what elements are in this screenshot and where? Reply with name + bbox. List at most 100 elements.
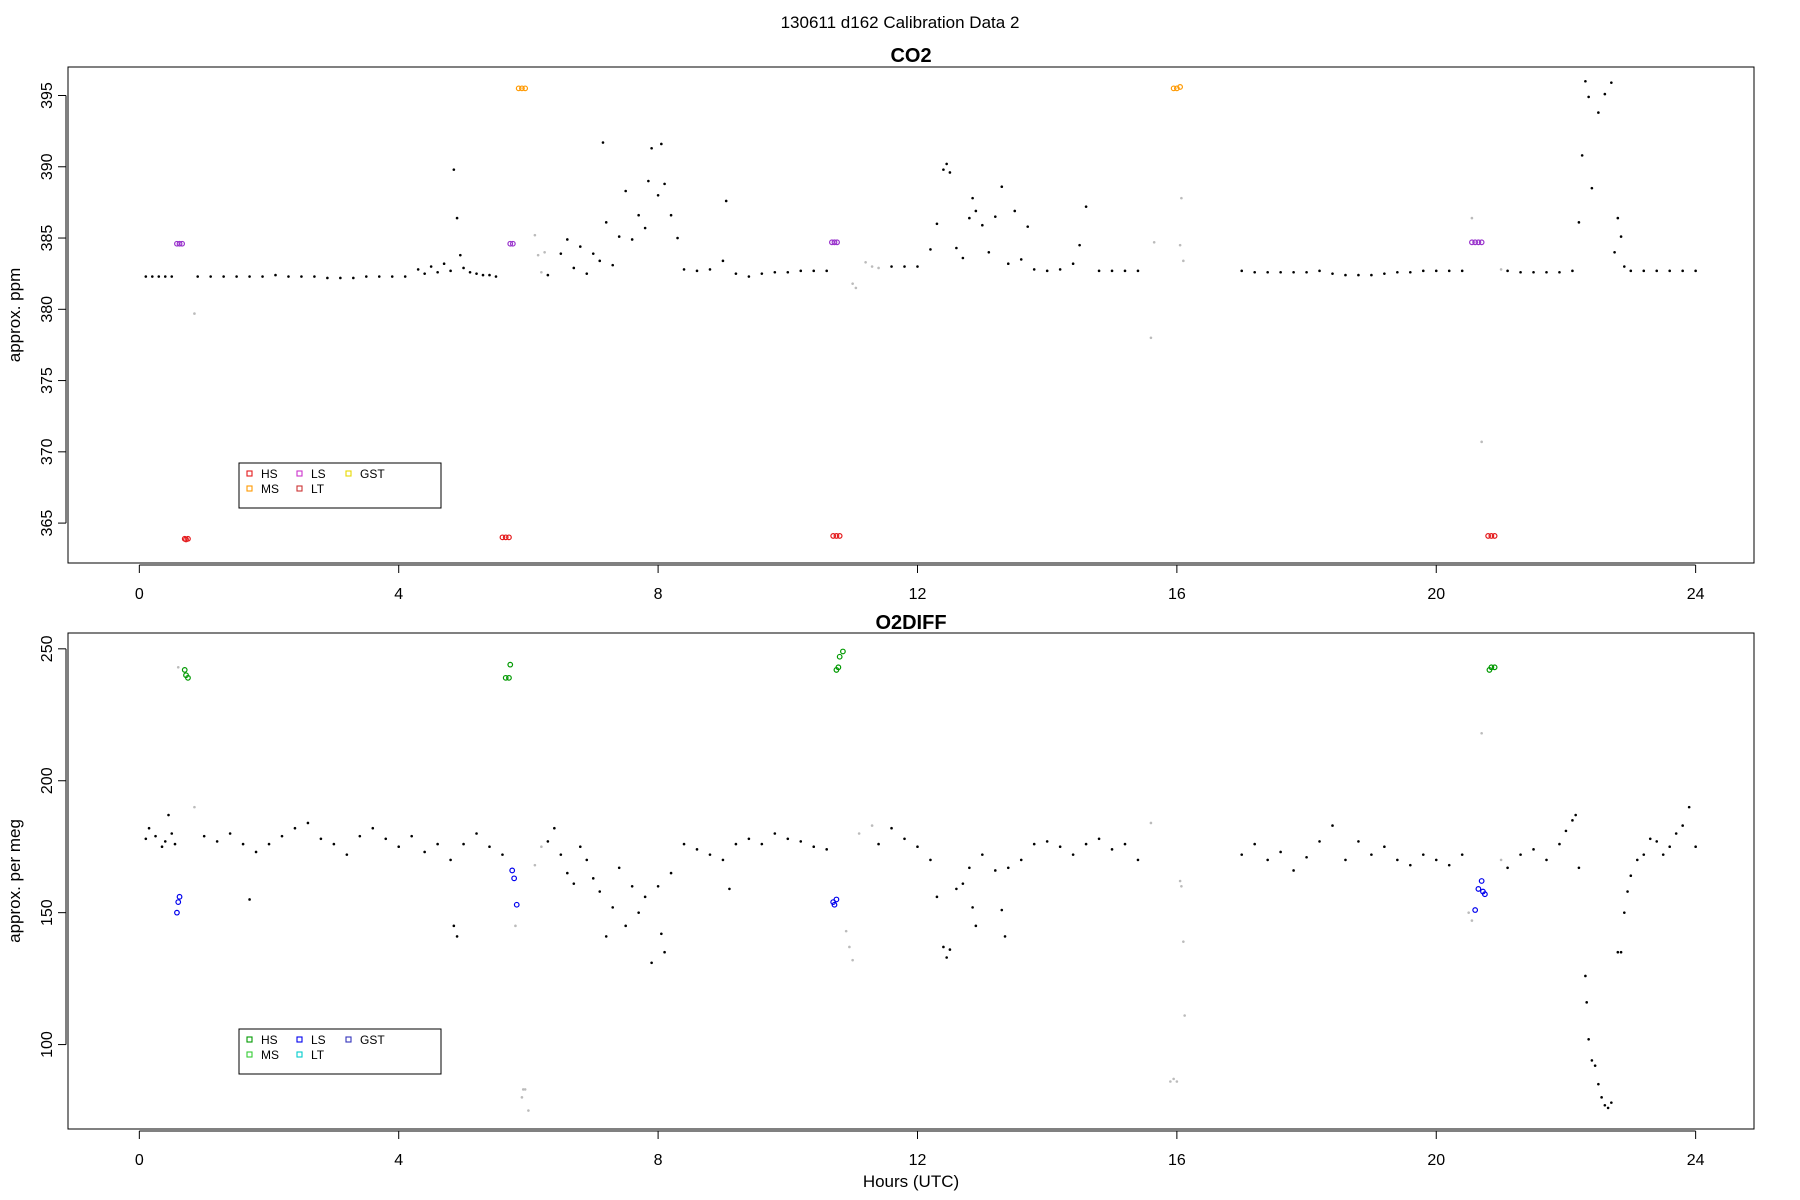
data-point [1564,829,1568,833]
legend-label: LT [311,482,325,496]
x-tick-label: 8 [654,586,663,603]
data-point [449,858,452,862]
data-point [1635,858,1639,862]
data-point [851,282,854,285]
data-point [624,189,627,193]
data-point [945,956,948,959]
data-point [222,275,225,278]
data-point [637,911,640,914]
data-point [961,882,965,885]
data-point [462,266,465,270]
data-point [1305,855,1308,859]
data-point [942,945,945,949]
data-point [261,275,264,278]
y-axis-label: approx. ppm [5,268,24,363]
data-point [669,871,673,875]
data-point [734,272,738,275]
data-point [948,948,952,951]
data-point [830,533,837,539]
data-point [1344,273,1347,277]
data-point [371,826,375,830]
data-point [248,275,251,278]
data-point [193,312,196,315]
data-point [1149,336,1153,340]
data-point [669,213,673,217]
data-point [1170,85,1177,92]
data-point [656,884,660,888]
data-point [481,273,485,277]
y-tick-label: 395 [39,82,56,109]
data-point [630,238,634,241]
data-point [449,269,452,273]
legend-label: GST [360,1033,385,1047]
data-point [591,877,595,880]
data-point [1357,840,1360,843]
data-point [163,275,167,278]
panel-title: CO2 [890,45,931,67]
data-point [831,239,838,246]
data-point [319,837,323,841]
data-point [611,263,615,267]
data-point [948,171,952,174]
data-point [1668,845,1671,849]
data-point [1480,440,1483,444]
y-tick-label: 390 [39,153,56,180]
data-point [1240,853,1244,856]
data-point [935,222,939,226]
data-point [1668,269,1671,273]
data-point [423,850,426,854]
legend-swatch [296,1051,303,1058]
y-tick-label: 150 [39,899,56,926]
data-point [1006,262,1010,265]
data-point [196,275,199,278]
data-point [170,832,174,835]
data-point [836,533,843,539]
data-point [410,834,413,838]
data-point [397,845,401,849]
data-point [971,906,974,909]
data-point [572,266,576,270]
x-axis-label: Hours (UTC) [863,1172,959,1191]
data-point [890,265,893,268]
o2diff-panel: O2DIFF 0 4 8 12 16 20 24 100 150 200 250 approx. per… [5,612,1755,1191]
data-point [287,275,290,278]
data-point [799,269,803,273]
data-point [506,674,512,681]
data-point [1619,950,1623,954]
data-point [1610,81,1613,84]
data-point [147,826,151,830]
data-point [572,882,576,885]
data-point [1434,269,1438,273]
data-point [1045,840,1049,843]
data-point [527,1109,530,1112]
data-point [578,245,582,248]
data-point [358,834,362,838]
data-point [825,269,828,273]
data-point [1613,250,1616,254]
data-point [1532,848,1535,851]
legend-swatch [345,1036,352,1043]
data-point [1000,908,1004,912]
data-point [1587,1037,1590,1041]
data-point [501,853,504,856]
legend-label: MS [261,1048,279,1062]
data-point [241,842,245,846]
data-point [267,842,271,846]
data-point [170,275,174,278]
data-point [994,869,997,872]
data-point [1006,866,1010,870]
data-point [1110,269,1114,273]
plot-frame [67,632,1755,1130]
x-tick-label: 4 [394,586,403,603]
data-point [540,845,543,849]
data-point [955,246,958,250]
data-point [1626,890,1629,893]
data-point [833,896,840,903]
data-point [812,269,816,273]
data-point [1253,842,1256,846]
data-point [760,272,764,275]
data-point [181,667,188,673]
data-point [1045,269,1049,273]
data-point [1610,1101,1613,1104]
legend-swatch [246,485,253,492]
